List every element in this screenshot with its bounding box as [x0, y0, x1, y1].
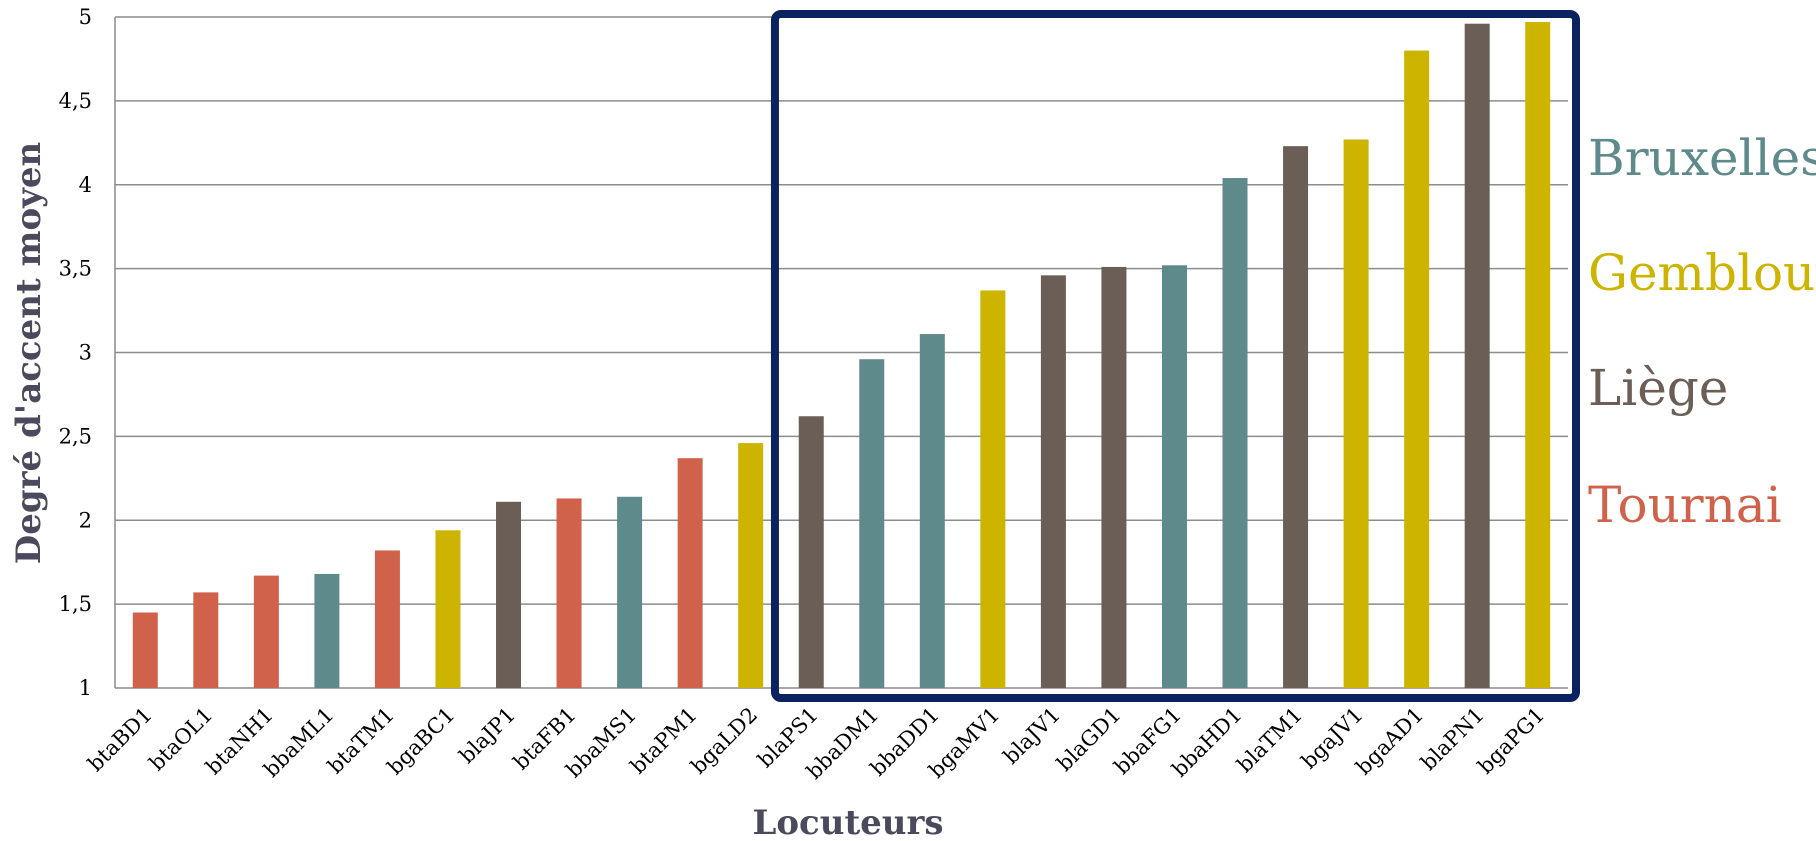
- bar-btaOL1: [193, 592, 219, 688]
- legend-item: Liège: [1588, 359, 1728, 417]
- x-tick-label: bgaLD2: [686, 703, 762, 779]
- bar-blaTM1: [1283, 146, 1309, 689]
- y-tick-label: 2: [79, 508, 92, 532]
- y-tick-label: 4: [79, 173, 92, 197]
- legend: Bruxelles Gembloux Liège Tournai: [1588, 129, 1816, 534]
- bar-blaJV1: [1040, 275, 1066, 688]
- bar-bgaAD1: [1404, 50, 1430, 689]
- y-tick-label: 3: [79, 341, 92, 365]
- x-tick-label: btaBD1: [83, 703, 157, 777]
- bar-bbaFG1: [1161, 265, 1187, 688]
- legend-item: Bruxelles: [1588, 129, 1816, 187]
- y-tick-label: 1: [79, 676, 92, 700]
- y-tick-label: 5: [79, 5, 92, 29]
- y-tick-label: 1,5: [59, 592, 92, 616]
- bar-bbaHD1: [1222, 178, 1248, 689]
- bar-bbaDM1: [859, 359, 885, 688]
- x-axis-title: Locuteurs: [752, 803, 943, 841]
- x-tick-labels: btaBD1btaOL1btaNH1bbaML1btaTM1bgaBC1blaJ…: [83, 703, 1549, 784]
- bar-bbaMS1: [617, 496, 643, 688]
- legend-item: Gembloux: [1588, 244, 1816, 302]
- legend-item: Tournai: [1588, 476, 1782, 534]
- bar-blaPS1: [798, 416, 824, 688]
- bar-btaPM1: [677, 458, 703, 688]
- bar-btaNH1: [253, 575, 279, 688]
- highlight-box: [770, 10, 1580, 702]
- bar-btaFB1: [556, 498, 582, 688]
- x-tick-label: bgaBC1: [383, 703, 460, 780]
- bar-bbaDD1: [919, 334, 945, 688]
- y-axis-title: Degré d'accent moyen: [9, 142, 49, 565]
- y-tick-label: 3,5: [59, 257, 92, 281]
- bar-bbaML1: [314, 573, 340, 688]
- x-tick-label: bgaPG1: [1473, 703, 1549, 779]
- bar-bgaPG1: [1525, 22, 1551, 689]
- bar-bgaJV1: [1343, 139, 1369, 688]
- y-tick-labels: 1 1,5 2 2,5 3 3,5 4 4,5 5: [59, 5, 92, 700]
- bars: [132, 22, 1551, 689]
- bar-btaTM1: [374, 550, 400, 688]
- y-tick-label: 2,5: [59, 424, 92, 448]
- x-tick-label: blaTM1: [1232, 703, 1307, 778]
- bar-btaBD1: [132, 612, 158, 688]
- bar-bgaBC1: [435, 530, 461, 688]
- bar-bgaMV1: [980, 290, 1006, 688]
- bar-bgaLD2: [738, 443, 764, 688]
- bar-blaJP1: [496, 501, 522, 688]
- bar-blaGD1: [1101, 266, 1127, 688]
- y-tick-label: 4,5: [59, 89, 92, 113]
- bar-blaPN1: [1464, 23, 1490, 688]
- x-tick-label: bgaAD1: [1351, 703, 1428, 780]
